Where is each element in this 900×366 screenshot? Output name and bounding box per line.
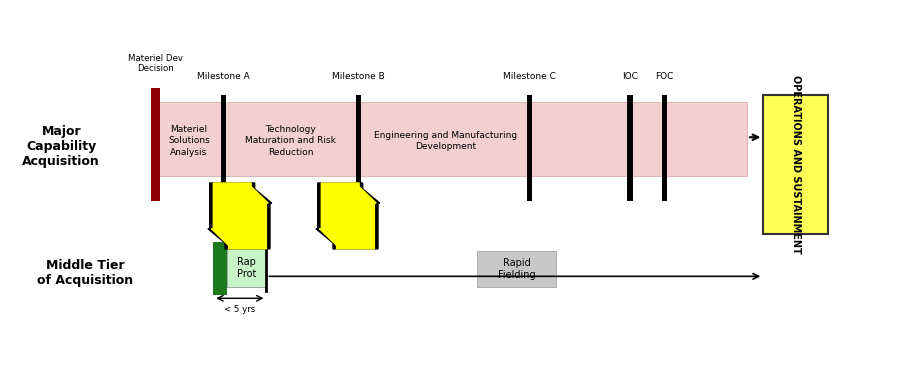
- Bar: [213, 242, 227, 295]
- FancyArrow shape: [335, 183, 376, 249]
- Text: Engineering and Manufacturing
Development: Engineering and Manufacturing Developmen…: [374, 131, 518, 151]
- FancyArrow shape: [223, 183, 272, 249]
- Text: Materiel
Solutions
Analysis: Materiel Solutions Analysis: [168, 124, 210, 157]
- Text: Milestone A: Milestone A: [197, 71, 249, 81]
- FancyArrow shape: [227, 183, 268, 249]
- Text: Milestone C: Milestone C: [503, 71, 555, 81]
- Bar: [763, 95, 828, 234]
- Bar: [526, 95, 532, 201]
- Text: Middle Tier
of Acquisition: Middle Tier of Acquisition: [38, 259, 133, 287]
- Text: Rapid
Fielding: Rapid Fielding: [498, 258, 536, 280]
- Bar: [627, 95, 633, 201]
- FancyArrow shape: [212, 183, 253, 249]
- FancyArrow shape: [331, 183, 380, 249]
- Bar: [662, 95, 667, 201]
- Text: Technology
Maturation and Risk
Reduction: Technology Maturation and Risk Reduction: [246, 124, 336, 157]
- Text: FOC: FOC: [655, 71, 673, 81]
- FancyArrow shape: [208, 183, 256, 249]
- Bar: [220, 95, 226, 201]
- Bar: [158, 102, 747, 176]
- Bar: [151, 88, 160, 201]
- Text: Rap
Prot: Rap Prot: [237, 257, 256, 279]
- Text: IOC: IOC: [622, 71, 638, 81]
- Text: Materiel Dev
Decision: Materiel Dev Decision: [128, 54, 184, 73]
- FancyArrow shape: [320, 183, 361, 249]
- Bar: [477, 251, 556, 287]
- Text: Milestone B: Milestone B: [332, 71, 384, 81]
- Text: Major
Capability
Acquisition: Major Capability Acquisition: [22, 125, 100, 168]
- Text: < 5 yrs: < 5 yrs: [224, 305, 256, 314]
- Bar: [356, 95, 361, 201]
- Text: OPERATIONS AND SUSTAINMENT: OPERATIONS AND SUSTAINMENT: [790, 75, 801, 254]
- Bar: [227, 249, 266, 287]
- FancyArrow shape: [316, 183, 364, 249]
